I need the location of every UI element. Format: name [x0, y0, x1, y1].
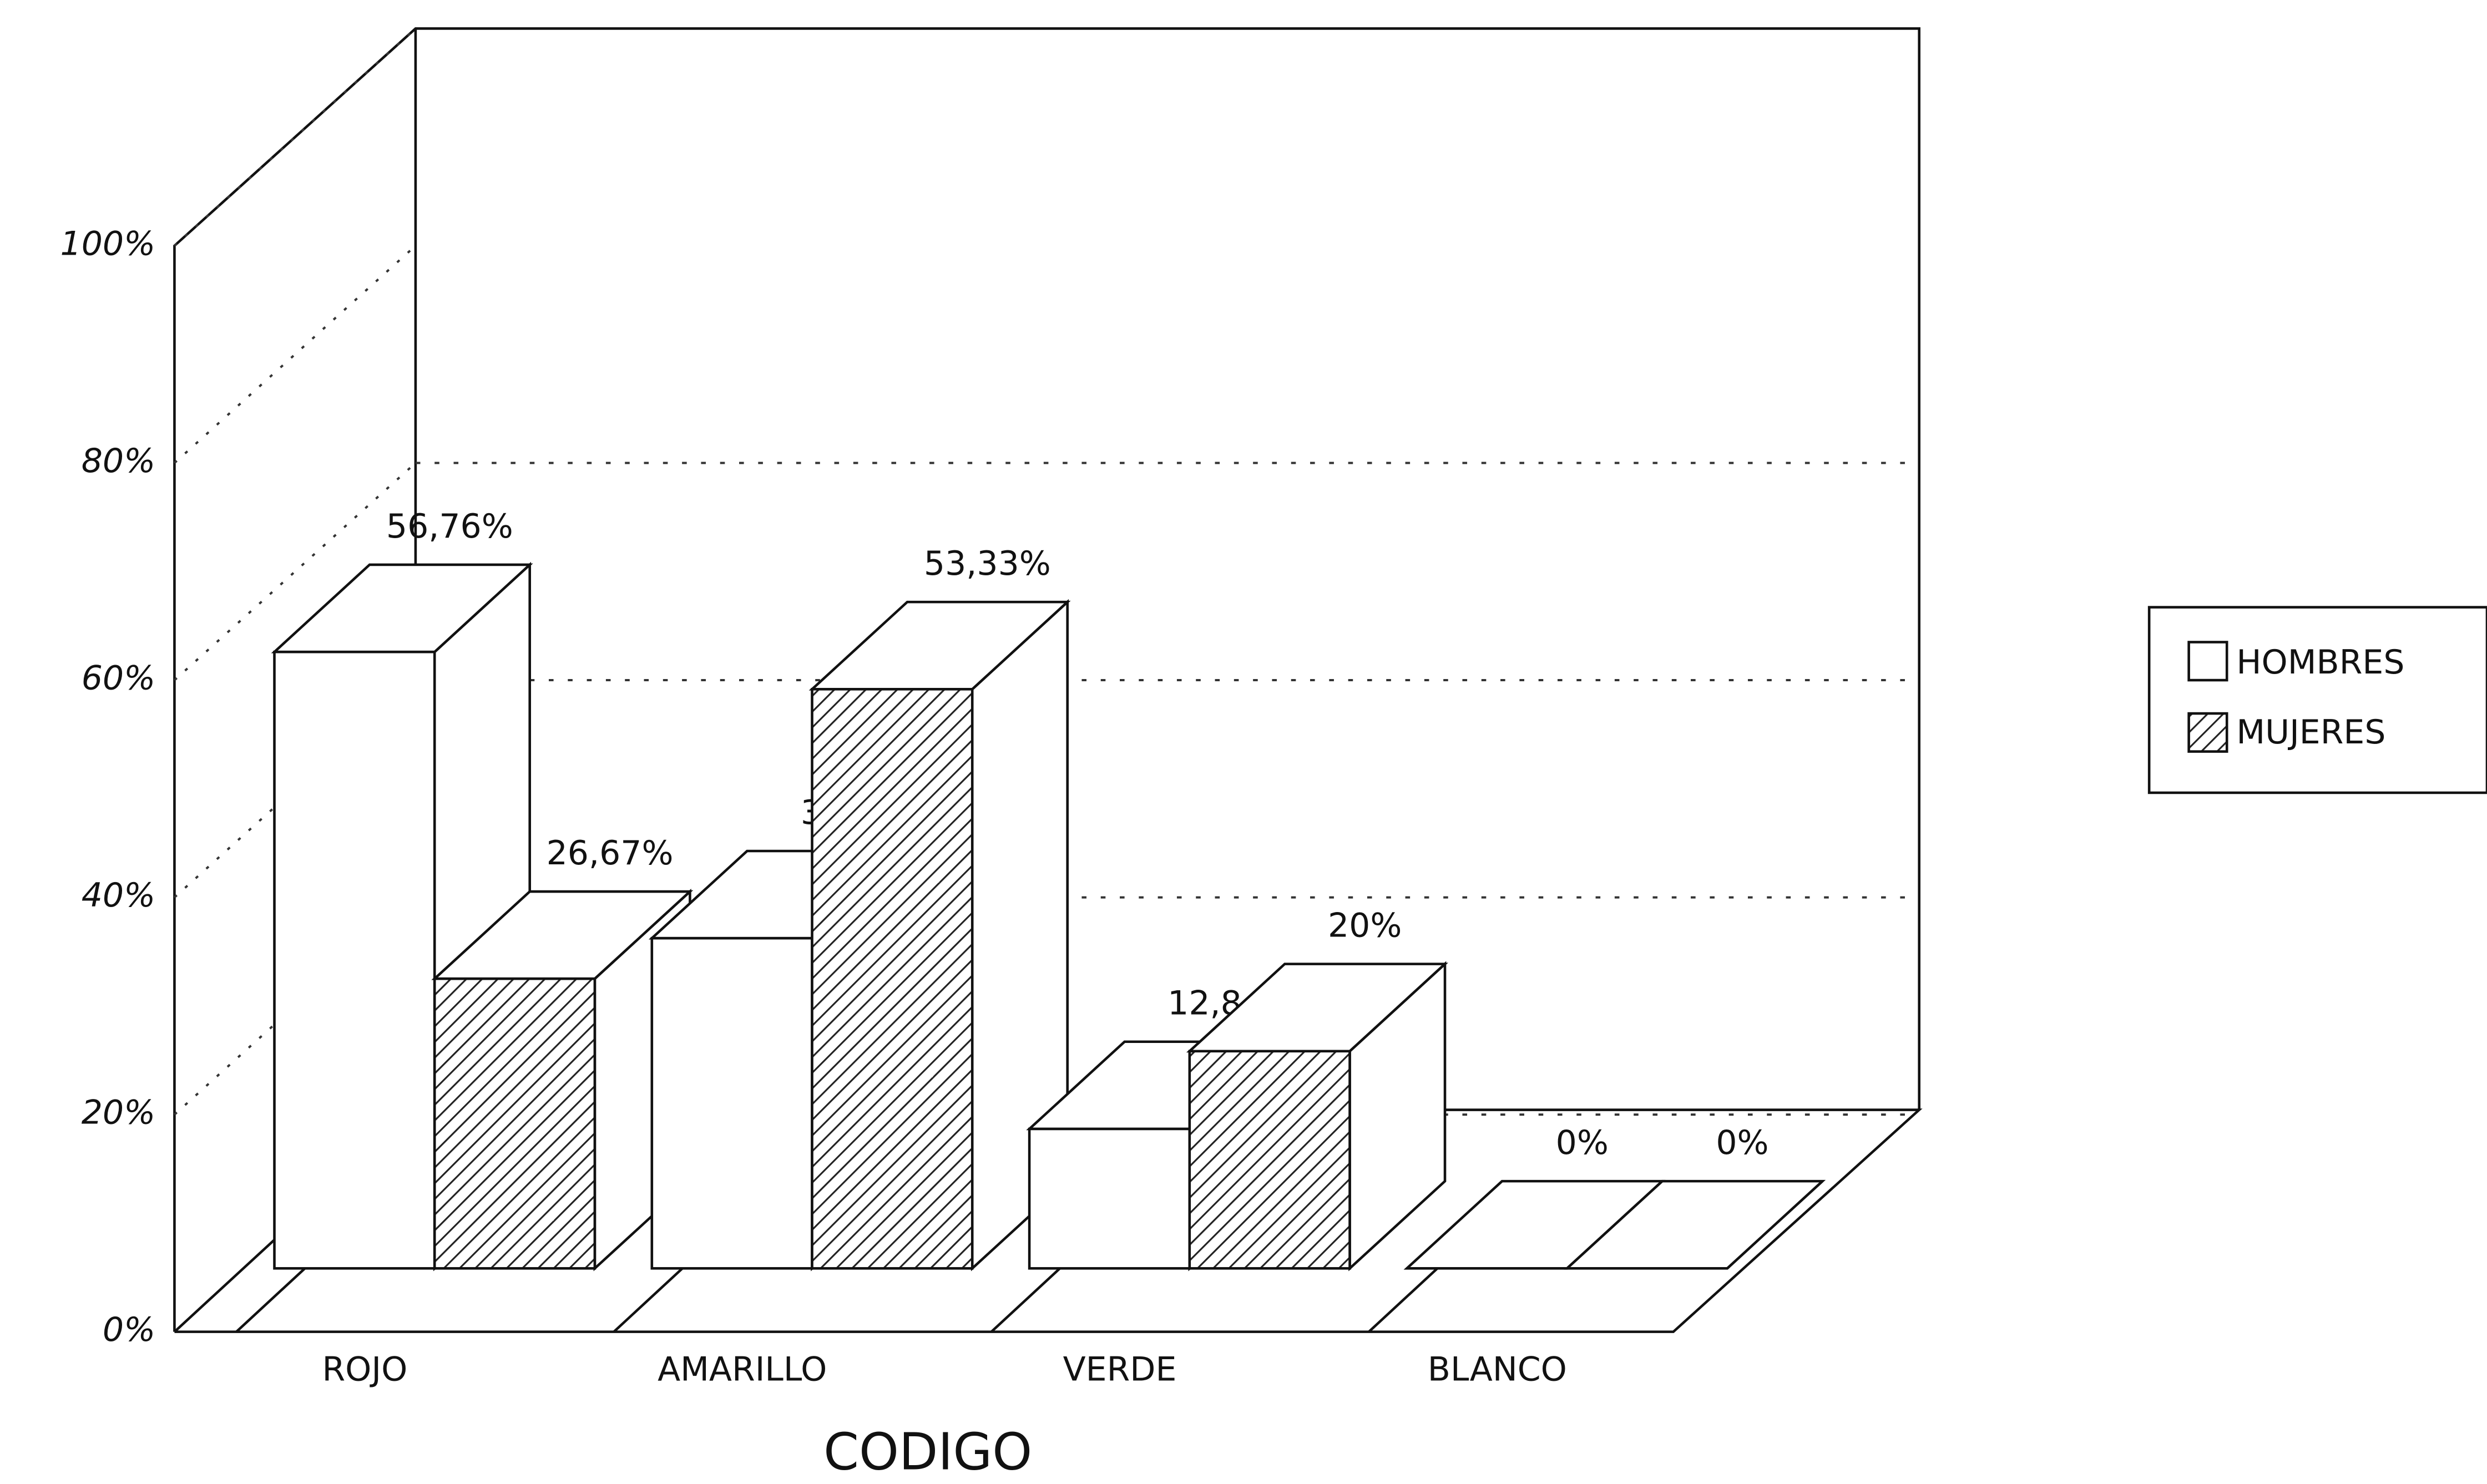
legend-box: [2147, 606, 2487, 794]
bar: [1028, 1127, 1191, 1270]
legend-label: HOMBRES: [2236, 643, 2404, 682]
bar: [811, 688, 974, 1270]
bar: [650, 936, 813, 1270]
x-tick-label: VERDE: [1063, 1350, 1177, 1389]
legend-swatch: [2187, 712, 2228, 753]
bar-top: [1564, 1179, 1826, 1270]
data-label: 0%: [1716, 1123, 1768, 1162]
y-tick-label: 80%: [82, 442, 155, 480]
data-label: 26,67%: [547, 834, 674, 873]
y-tick-label: 60%: [82, 659, 155, 698]
x-tick-label: AMARILLO: [658, 1350, 827, 1389]
x-tick-label: BLANCO: [1428, 1350, 1567, 1389]
data-label: 56,76%: [386, 507, 513, 546]
data-label: 53,33%: [924, 544, 1051, 583]
y-tick-label: 20%: [82, 1093, 155, 1132]
legend-label: MUJERES: [2236, 713, 2385, 752]
bar: [1188, 1050, 1351, 1270]
y-tick-label: 40%: [82, 876, 155, 915]
bar: [433, 977, 597, 1270]
x-tick-label: ROJO: [322, 1350, 407, 1389]
x-axis-label: CODIGO: [823, 1422, 1032, 1481]
legend: HOMBRES MUJERES: [2147, 606, 2487, 794]
y-tick-label: 0%: [103, 1310, 155, 1349]
bar: [273, 650, 436, 1270]
data-label: 0%: [1556, 1123, 1609, 1162]
legend-swatch: [2187, 641, 2228, 682]
y-tick-label: 100%: [60, 225, 156, 264]
grid-line: [174, 245, 417, 464]
data-label: 20%: [1328, 906, 1402, 945]
